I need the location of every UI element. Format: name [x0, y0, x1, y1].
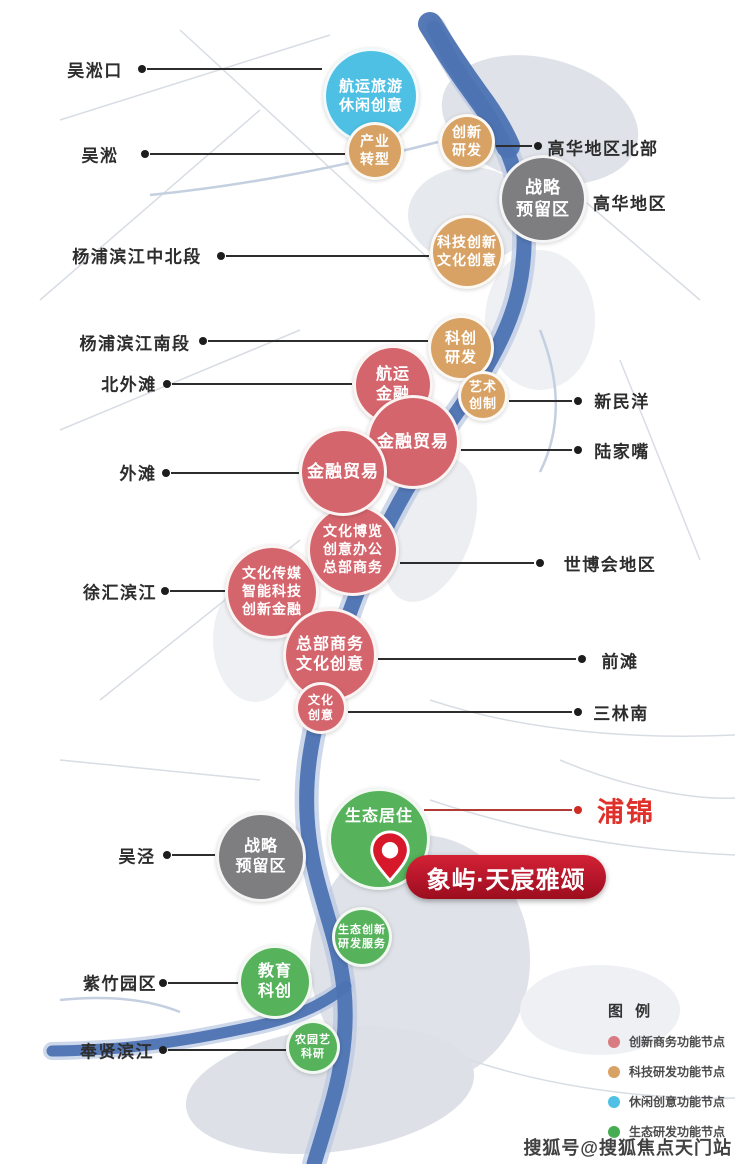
connector-dot-pujin — [574, 806, 582, 814]
label-sanlin-south: 三林南 — [593, 704, 649, 724]
connector-line — [170, 590, 225, 592]
connector-dot — [159, 1046, 167, 1054]
node-industry-transformation: 产业 转型 — [346, 122, 404, 180]
legend-label: 生态研发功能节点 — [629, 1125, 726, 1139]
connector-dot — [217, 252, 225, 260]
node-eco-innovation-rd-service: 生态创新 研发服务 — [332, 907, 392, 967]
connector-line — [226, 255, 429, 257]
connector-dot — [163, 380, 171, 388]
legend-dot-eco — [608, 1125, 620, 1138]
node-scitech-rd: 科创 研发 — [428, 315, 494, 381]
connector-line — [378, 658, 576, 660]
node-culture-creative: 文化 创意 — [295, 682, 347, 734]
label-yangpu-south: 杨浦滨江南段 — [79, 334, 191, 354]
node-art-creation: 艺术 创制 — [458, 371, 508, 421]
node-tech-innovation-culture: 科技创新 文化创意 — [430, 215, 504, 289]
label-gaohua-north: 高华地区北部 — [547, 139, 659, 159]
legend: 图 例 创新商务功能节点 科技研发功能节点 休闲创意功能节点 生态研发功能节点 — [608, 1000, 738, 1153]
connector-dot — [536, 559, 544, 567]
node-strategic-reserve-south: 战略 预留区 — [216, 812, 306, 902]
connector-line — [168, 982, 238, 984]
node-strategic-reserve-north: 战略 预留区 — [499, 155, 587, 243]
label-qiantan: 前滩 — [601, 652, 639, 672]
legend-dot-tech — [608, 1065, 620, 1078]
connector-dot — [161, 587, 169, 595]
label-expo-area: 世博会地区 — [563, 555, 657, 575]
label-lujiazui: 陆家嘴 — [594, 442, 650, 462]
project-badge: 象屿·天宸雅颂 — [406, 855, 606, 899]
node-culture-expo-office-hq: 文化博览 创意办公 总部商务 — [307, 504, 399, 596]
connector-line — [147, 68, 322, 70]
connector-line — [496, 145, 532, 147]
label-wusongkou: 吴淞口 — [67, 61, 123, 81]
connector-line — [171, 472, 299, 474]
label-xinminyang: 新民洋 — [594, 392, 650, 412]
connector-dot — [574, 708, 582, 716]
connector-line — [509, 400, 572, 402]
connector-line-pujin — [424, 809, 572, 811]
connector-dot — [574, 397, 582, 405]
legend-label: 科技研发功能节点 — [629, 1065, 726, 1079]
label-fengxian-riverside: 奉贤滨江 — [80, 1042, 154, 1062]
connector-dot — [578, 655, 586, 663]
watermark: 搜狐号@搜狐焦点天门站 — [523, 1138, 732, 1158]
connector-line — [150, 153, 345, 155]
legend-label: 休闲创意功能节点 — [629, 1095, 726, 1109]
legend-item: 创新商务功能节点 — [608, 1033, 738, 1050]
legend-label: 创新商务功能节点 — [629, 1035, 726, 1049]
node-shipping-tourism-leisure: 航运旅游 休闲创意 — [323, 48, 419, 144]
connector-dot — [159, 979, 167, 987]
connector-dot — [163, 851, 171, 859]
connector-dot — [199, 337, 207, 345]
label-bund: 外滩 — [119, 464, 157, 484]
legend-item: 科技研发功能节点 — [608, 1063, 738, 1080]
legend-dot-business — [608, 1035, 620, 1048]
legend-title: 图 例 — [608, 1003, 655, 1020]
connector-line — [461, 449, 572, 451]
connector-dot — [138, 65, 146, 73]
label-pujin-highlight: 浦锦 — [597, 797, 655, 828]
connector-line — [208, 340, 428, 342]
legend-item: 休闲创意功能节点 — [608, 1093, 738, 1110]
connector-line — [348, 711, 572, 713]
connector-dot — [534, 142, 542, 150]
label-north-bund: 北外滩 — [101, 375, 157, 395]
connector-line — [172, 383, 352, 385]
connector-dot — [141, 150, 149, 158]
connector-line — [172, 854, 215, 856]
connector-line — [400, 562, 534, 564]
label-zizhu-park: 紫竹园区 — [83, 974, 157, 994]
legend-dot-leisure — [608, 1095, 620, 1108]
node-education-scitech: 教育 科创 — [238, 945, 312, 1019]
label-xuhui-riverside: 徐汇滨江 — [83, 583, 157, 603]
label-wusong: 吴淞 — [81, 146, 119, 166]
label-yangpu-mid-north: 杨浦滨江中北段 — [72, 247, 202, 267]
node-hq-business-culture: 总部商务 文化创意 — [283, 608, 377, 702]
node-innovation-rd: 创新 研发 — [439, 114, 495, 170]
label-gaohua: 高华地区 — [593, 194, 667, 214]
connector-line — [168, 1049, 286, 1051]
legend-item: 生态研发功能节点 — [608, 1123, 738, 1140]
node-finance-trade-bund: 金融贸易 — [299, 428, 387, 516]
node-agri-garden-research: 农园艺 科研 — [286, 1020, 340, 1074]
location-pin-icon — [370, 830, 410, 883]
label-wujing: 吴泾 — [118, 847, 156, 867]
connector-dot — [162, 469, 170, 477]
connector-dot — [574, 446, 582, 454]
